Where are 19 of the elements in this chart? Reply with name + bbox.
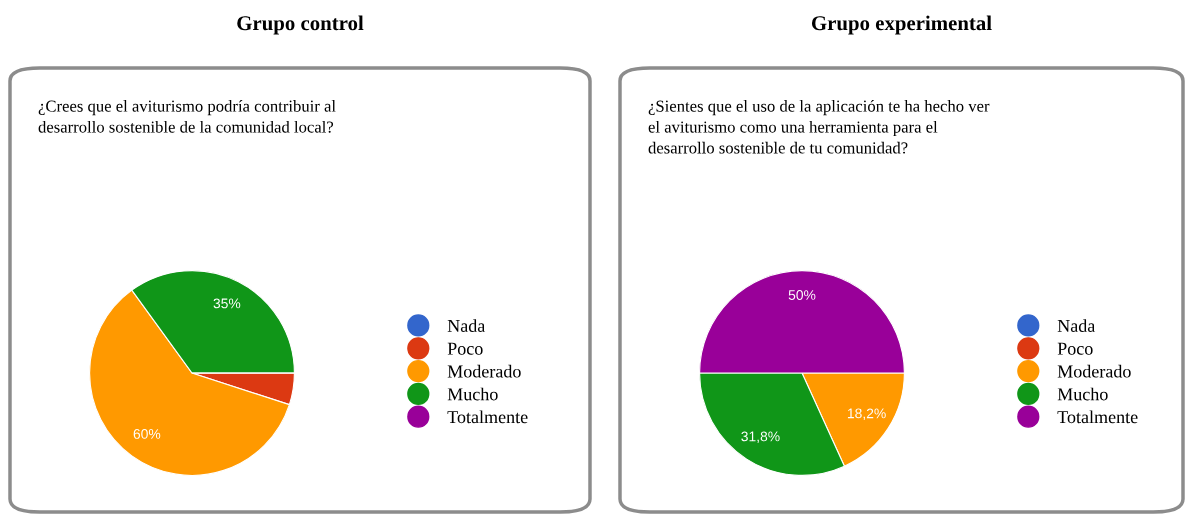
- legend-label: Moderado: [447, 364, 521, 378]
- chart-subtitle: ¿Sientes que el uso de la aplicación te ha hecho ver el aviturismo como una herramienta para el desarrollo sostenible de tu comunidad?: [648, 100, 990, 154]
- legend-label: Nada: [447, 319, 486, 332]
- legend-label: Mucho: [1057, 387, 1108, 401]
- legend-label: Totalmente: [447, 410, 528, 424]
- chart-title: Grupo experimental: [811, 15, 992, 35]
- legend-label: Poco: [1057, 342, 1093, 355]
- data-label: 60%: [133, 429, 161, 439]
- data-label: 50%: [788, 290, 816, 300]
- chart-subtitle: ¿Crees que el aviturismo podría contribuir al desarrollo sostenible de la comunidad local?: [38, 100, 336, 133]
- data-label: 18,2%: [847, 408, 886, 420]
- legend-label: Nada: [1057, 319, 1096, 332]
- legend-label: Poco: [447, 342, 483, 355]
- legend-label: Mucho: [447, 387, 498, 401]
- legend-label: Totalmente: [1057, 410, 1138, 424]
- legend-label: Moderado: [1057, 364, 1131, 378]
- data-label: 35%: [213, 298, 241, 309]
- chart-title: Grupo control: [237, 15, 364, 35]
- data-label: 31,8%: [741, 431, 780, 443]
